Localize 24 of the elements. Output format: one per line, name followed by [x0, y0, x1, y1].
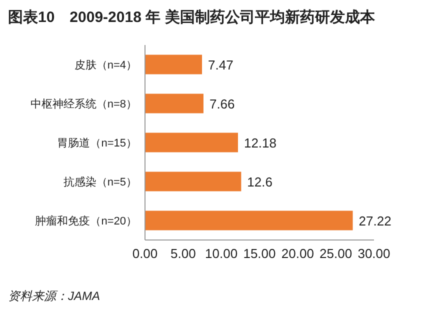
bar — [145, 94, 204, 114]
data-label: 12.18 — [244, 136, 277, 150]
data-label: 7.47 — [208, 58, 234, 72]
chart-title: 图表10 2009-2018 年 美国制药公司平均新药研发成本 — [8, 8, 376, 26]
y-tick-label: 胃肠道（n=15） — [57, 138, 137, 150]
bar — [145, 210, 353, 230]
x-tick-label: 15.00 — [243, 246, 276, 261]
x-tick-label: 20.00 — [281, 246, 314, 261]
x-tick-label: 10.00 — [205, 246, 238, 261]
x-tick-label: 30.00 — [358, 246, 390, 261]
text: 资料来源：JAMA — [8, 289, 100, 303]
y-tick-label: 抗感染（n=5） — [63, 176, 137, 188]
y-tick-label: 中枢神经系统（n=8） — [30, 98, 137, 110]
bar — [145, 54, 202, 74]
data-label: 7.66 — [209, 96, 235, 112]
y-tick-label: 皮肤（n=4） — [74, 58, 137, 72]
data-label: 27.22 — [358, 214, 392, 228]
y-tick-label: 肿瘤和免疫（n=20） — [35, 214, 137, 228]
bar — [145, 172, 242, 192]
x-tick-label: 25.00 — [320, 246, 352, 261]
x-tick-label: 5.00 — [170, 246, 196, 261]
bar — [145, 132, 238, 152]
x-tick-label: 0.00 — [132, 246, 158, 261]
data-label: 12.6 — [247, 174, 272, 190]
